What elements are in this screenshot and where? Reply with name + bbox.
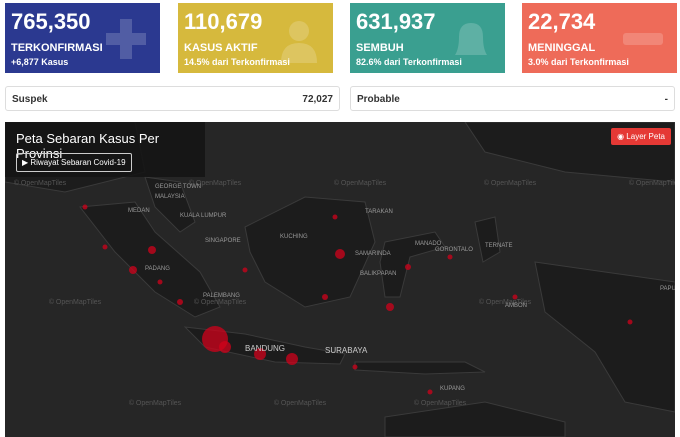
bubble bbox=[352, 364, 358, 370]
bubble bbox=[102, 244, 108, 250]
city-label: PAPUA bbox=[660, 286, 675, 292]
icon bbox=[623, 33, 663, 45]
city-label: TARAKAN bbox=[365, 209, 393, 215]
map-header: Peta Sebaran Kasus Per Provinsi ▶ Riwaya… bbox=[5, 122, 205, 177]
value: 631,937 bbox=[356, 9, 436, 34]
sub: 82.6% dari Terkonfirmasi bbox=[356, 57, 462, 67]
bubble bbox=[322, 294, 328, 300]
city-label: SINGAPORE bbox=[205, 238, 241, 244]
sub: 14.5% dari Terkonfirmasi bbox=[184, 57, 290, 67]
label: Probable bbox=[357, 94, 400, 105]
city-label: BANDUNG bbox=[245, 344, 285, 353]
info-suspek: Suspek 72,027 bbox=[5, 86, 340, 111]
value: 22,734 bbox=[528, 9, 596, 34]
icon bbox=[281, 21, 317, 63]
value: - bbox=[664, 94, 668, 105]
bubble bbox=[148, 246, 156, 254]
city-label: PADANG bbox=[145, 266, 170, 272]
label: SEMBUH bbox=[356, 42, 404, 54]
card-deaths: 22,734 MENINGGAL 3.0% dari Terkonfirmasi bbox=[522, 3, 677, 73]
watermark: © OpenMapTiles bbox=[14, 179, 67, 187]
bubbles bbox=[82, 204, 633, 395]
city-label: KUPANG bbox=[440, 386, 465, 392]
bubble bbox=[129, 266, 137, 274]
city-label: BALIKPAPAN bbox=[360, 271, 396, 277]
bubble bbox=[627, 319, 633, 325]
city-label: TERNATE bbox=[485, 243, 513, 249]
bubble bbox=[286, 353, 298, 365]
city-label: MALAYSIA bbox=[155, 194, 185, 200]
watermark: © OpenMapTiles bbox=[629, 179, 675, 187]
city-label: MEDAN bbox=[128, 208, 150, 214]
bubble bbox=[219, 341, 231, 353]
card-confirmed: 765,350 TERKONFIRMASI +6,877 Kasus bbox=[5, 3, 160, 73]
bubble bbox=[332, 214, 338, 220]
city-label: KUCHING bbox=[280, 234, 308, 240]
value: 110,679 bbox=[184, 9, 263, 34]
city-label: MANADO bbox=[415, 241, 442, 247]
bubble bbox=[82, 204, 88, 210]
label: MENINGGAL bbox=[528, 42, 596, 54]
watermark: © OpenMapTiles bbox=[414, 399, 467, 407]
watermark: © OpenMapTiles bbox=[189, 179, 242, 187]
city-label: PALEMBANG bbox=[203, 293, 240, 299]
bubble bbox=[177, 299, 183, 305]
watermark: © OpenMapTiles bbox=[484, 179, 537, 187]
icon bbox=[455, 23, 487, 55]
bubble bbox=[157, 279, 163, 285]
card-active: 110,679 KASUS AKTIF 14.5% dari Terkonfir… bbox=[178, 3, 333, 73]
watermark: © OpenMapTiles bbox=[479, 298, 532, 306]
sub: 3.0% dari Terkonfirmasi bbox=[528, 57, 629, 67]
bubble bbox=[335, 249, 345, 259]
label: TERKONFIRMASI bbox=[11, 42, 103, 54]
value: 72,027 bbox=[302, 94, 333, 105]
city-label: GEORGE TOWN bbox=[155, 184, 201, 190]
layer-button[interactable]: ◉ Layer Peta bbox=[611, 128, 671, 145]
bubble bbox=[386, 303, 394, 311]
watermark: © OpenMapTiles bbox=[334, 179, 387, 187]
city-label: SAMARINDA bbox=[355, 251, 391, 257]
sub: +6,877 Kasus bbox=[11, 57, 69, 67]
bubble bbox=[427, 389, 433, 395]
info-probable: Probable - bbox=[350, 86, 675, 111]
label: Suspek bbox=[12, 94, 48, 105]
bubble bbox=[447, 254, 453, 260]
city-label: SURABAYA bbox=[325, 346, 368, 355]
city-label: AMBON bbox=[505, 303, 527, 309]
history-button[interactable]: ▶ Riwayat Sebaran Covid-19 bbox=[16, 153, 132, 172]
watermark: © OpenMapTiles bbox=[274, 399, 327, 407]
icon bbox=[106, 19, 146, 59]
bubble bbox=[512, 294, 518, 300]
bubble bbox=[242, 267, 248, 273]
watermark: © OpenMapTiles bbox=[49, 298, 102, 306]
bubble bbox=[254, 348, 266, 360]
label: KASUS AKTIF bbox=[184, 42, 258, 54]
city-label: KUALA LUMPUR bbox=[180, 213, 227, 219]
bubble bbox=[405, 264, 411, 270]
watermark: © OpenMapTiles bbox=[129, 399, 182, 407]
card-recovered: 631,937 SEMBUH 82.6% dari Terkonfirmasi bbox=[350, 3, 505, 73]
map-panel: © OpenMapTiles © OpenMapTiles © OpenMapTil… bbox=[5, 122, 675, 437]
watermark: © OpenMapTiles bbox=[194, 298, 247, 306]
city-label: GORONTALO bbox=[435, 247, 473, 253]
value: 765,350 bbox=[11, 9, 91, 34]
